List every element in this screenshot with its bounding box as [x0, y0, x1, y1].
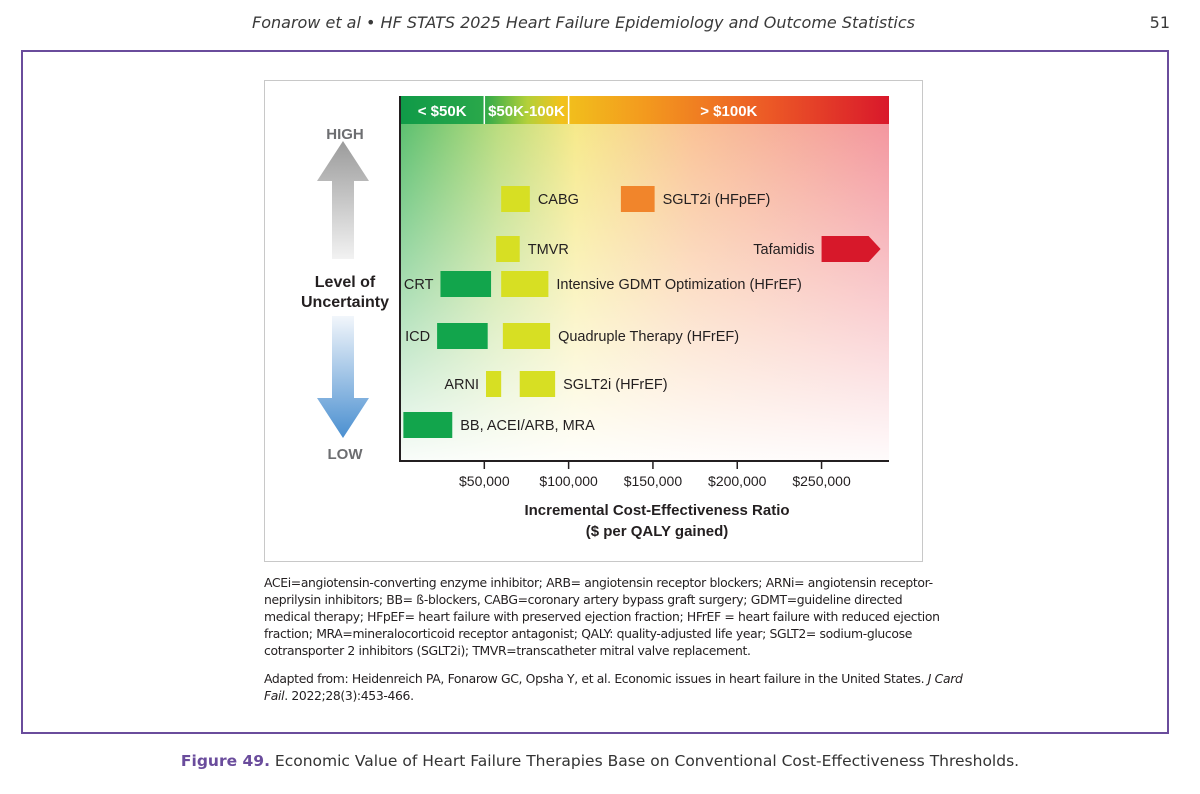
- therapy-bars: [403, 186, 881, 438]
- x-tick-label: $150,000: [624, 473, 683, 489]
- label-sglt2i-hfref: SGLT2i (HFrEF): [563, 377, 667, 393]
- bar-cabg: [501, 186, 530, 212]
- figure-label: Figure 49.: [180, 752, 270, 770]
- plot-background: [400, 96, 889, 460]
- bar-icd: [437, 323, 488, 349]
- y-axis-label-line1: Level of: [315, 274, 376, 291]
- x-axis-label-line1: Incremental Cost-Effectiveness Ratio: [524, 502, 789, 519]
- running-head: Fonarow et al • HF STATS 2025 Heart Fail…: [0, 13, 1200, 37]
- bar-arni: [485, 371, 502, 397]
- page-number: 51: [1149, 13, 1170, 32]
- y-axis-label-line2: Uncertainty: [301, 294, 389, 311]
- source-journal: J Card Fail: [264, 671, 963, 703]
- y-high-label: HIGH: [326, 126, 364, 143]
- bar-sglt2i-hfref: [519, 371, 556, 397]
- y-low-label: LOW: [328, 446, 364, 463]
- x-tick-label: $250,000: [792, 473, 851, 489]
- label-sglt2i-hfpef: SGLT2i (HFpEF): [663, 192, 771, 208]
- threshold-band-label-50k-100k: $50K-100K: [488, 103, 565, 120]
- x-tick-label: $200,000: [708, 473, 767, 489]
- bar-sglt2i-hfpef: [620, 186, 655, 212]
- label-cabg: CABG: [538, 192, 579, 208]
- label-crt: CRT: [404, 277, 434, 293]
- label-arni: ARNI: [444, 377, 479, 393]
- cost-effectiveness-chart: < $50K $50K-100K > $100K HIGH LOW Level of…: [301, 96, 889, 540]
- uncertainty-scale: HIGH LOW Level of Uncertainty: [301, 126, 389, 463]
- axes: [399, 96, 889, 462]
- abbreviations-footnote: ACEi=angiotensin-converting enzyme inhib…: [264, 575, 940, 658]
- x-axis-ticks: $50,000 $100,000 $150,000 $200,000 $250,000: [459, 461, 851, 489]
- x-tick-label: $50,000: [459, 473, 510, 489]
- figure-frame: [21, 50, 1169, 734]
- label-tafamidis: Tafamidis: [753, 242, 814, 258]
- figure-caption-text: Economic Value of Heart Failure Therapie…: [269, 752, 1020, 770]
- arrow-up-icon: [317, 141, 369, 259]
- source-citation: Adapted from: Heidenreich PA, Fonarow GC…: [264, 670, 964, 704]
- label-quadruple-therapy-hfref: Quadruple Therapy (HFrEF): [558, 329, 739, 345]
- bar-bb-acei-arb-mra: [403, 412, 453, 438]
- threshold-band-strip: [400, 96, 889, 124]
- therapy-labels: CABG SGLT2i (HFpEF) TMVR Tafamidis CRT Intens…: [404, 192, 815, 434]
- threshold-band-label-100k: > $100K: [700, 103, 757, 120]
- bar-crt: [440, 271, 492, 297]
- bar-quadruple-therapy-hfref: [502, 323, 551, 349]
- source-suffix: . 2022;28(3):453-466.: [284, 688, 414, 703]
- threshold-band-label-50k: < $50K: [418, 103, 467, 120]
- source-prefix: Adapted from: Heidenreich PA, Fonarow GC…: [264, 671, 928, 686]
- chart-box: < $50K $50K-100K > $100K HIGH LOW Level of…: [264, 80, 923, 562]
- bar-tafamidis: [821, 236, 881, 262]
- x-axis-label-line2: ($ per QALY gained): [586, 523, 729, 540]
- threshold-bands: < $50K $50K-100K > $100K: [400, 96, 889, 124]
- x-tick-label: $100,000: [539, 473, 598, 489]
- arrow-down-icon: [317, 316, 369, 438]
- bar-tmvr: [496, 236, 520, 262]
- label-icd: ICD: [405, 329, 430, 345]
- label-intensive-gdmt-optimization-hfref: Intensive GDMT Optimization (HFrEF): [556, 277, 801, 293]
- label-tmvr: TMVR: [528, 242, 569, 258]
- bar-intensive-gdmt-optimization-hfref: [501, 271, 549, 297]
- figure-caption: Figure 49. Economic Value of Heart Failu…: [0, 752, 1200, 770]
- label-bb-acei-arb-mra: BB, ACEI/ARB, MRA: [460, 418, 595, 434]
- running-title: Fonarow et al • HF STATS 2025 Heart Fail…: [252, 13, 915, 32]
